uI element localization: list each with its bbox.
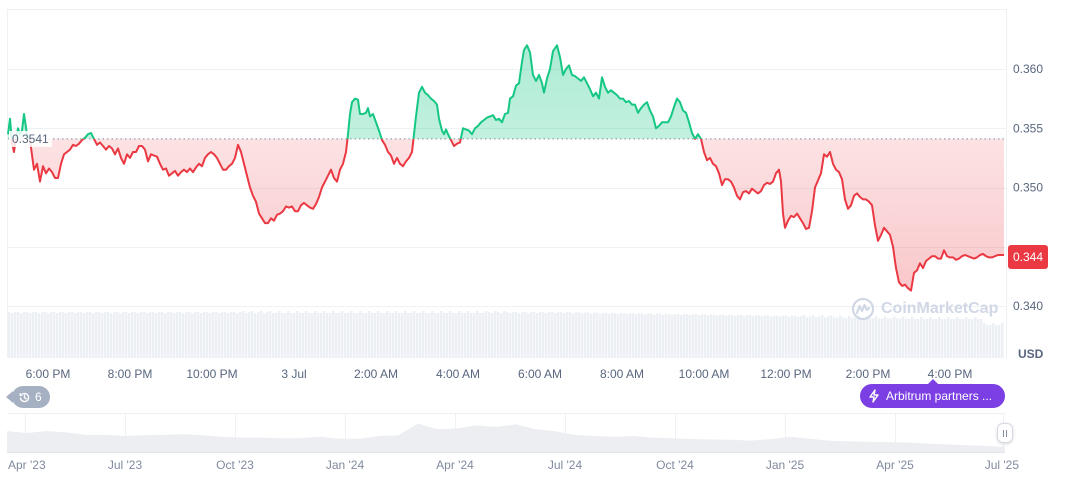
- x-tick-label: 4:00 PM: [928, 367, 973, 381]
- x-tick-label: 4:00 AM: [436, 367, 480, 381]
- history-clock-icon: [19, 392, 30, 402]
- navigator-tick-label: Apr '23: [8, 458, 46, 472]
- x-tick-label: 6:00 AM: [518, 367, 562, 381]
- coinmarketcap-watermark: CoinMarketCap: [851, 297, 998, 321]
- y-axis-labels: 0.360 0.355 0.350 0.340: [1013, 62, 1043, 313]
- price-line-down: [10, 138, 1004, 292]
- x-axis-labels: 6:00 PM 8:00 PM 10:00 PM 3 Jul 2:00 AM 4:00 A…: [26, 367, 973, 381]
- x-tick-label: 10:00 AM: [679, 367, 730, 381]
- coinmarketcap-logo-icon: [851, 297, 875, 321]
- watermark-text: CoinMarketCap: [881, 300, 999, 317]
- currency-unit-label: USD: [1018, 347, 1044, 361]
- x-tick-label: 6:00 PM: [26, 367, 71, 381]
- x-tick-label: 3 Jul: [281, 367, 306, 381]
- lightning-bolt-icon: [869, 389, 879, 403]
- navigator-tick-label: Jul '23: [108, 458, 143, 472]
- events-count: 6: [35, 390, 42, 404]
- y-tick-label: 0.350: [1013, 181, 1043, 195]
- navigator-tick-label: Oct '23: [216, 458, 254, 472]
- plot-frame: [7, 9, 1007, 358]
- news-pill-text: Arbitrum partners ...: [886, 389, 993, 403]
- y-tick-label: 0.340: [1013, 299, 1043, 313]
- current-price-badge: 0.344: [1008, 245, 1048, 269]
- x-tick-label: 12:00 PM: [760, 367, 811, 381]
- volume-bars: [8, 311, 1004, 358]
- navigator-range-handle[interactable]: [997, 423, 1013, 443]
- y-tick-label: 0.360: [1013, 62, 1043, 76]
- events-history-badge[interactable]: 6: [6, 386, 50, 408]
- navigator-tick-label: Apr '25: [876, 458, 914, 472]
- navigator-tick-label: Jan '25: [766, 458, 805, 472]
- x-tick-label: 2:00 AM: [354, 367, 398, 381]
- grip-line: [1003, 429, 1004, 437]
- navigator-tick-label: Oct '24: [656, 458, 694, 472]
- navigator-area: [7, 423, 1005, 452]
- baseline-price-label: 0.3541: [9, 131, 52, 147]
- x-tick-label: 8:00 AM: [600, 367, 644, 381]
- price-area-above-baseline: [8, 45, 702, 139]
- price-line-up: [7, 44, 703, 139]
- x-tick-label: 10:00 PM: [186, 367, 237, 381]
- price-area-below-baseline: [8, 138, 1004, 291]
- x-tick-label: 2:00 PM: [846, 367, 891, 381]
- navigator-x-labels: Apr '23 Jul '23 Oct '23 Jan '24 Apr '24 Jul '…: [8, 458, 1019, 472]
- navigator-tick-label: Jul '24: [548, 458, 583, 472]
- navigator-tick-label: Jan '24: [326, 458, 365, 472]
- x-tick-label: 8:00 PM: [108, 367, 153, 381]
- navigator[interactable]: Apr '23 Jul '23 Oct '23 Jan '24 Apr '24 Jul '…: [7, 413, 1019, 472]
- navigator-tick-label: Apr '24: [436, 458, 474, 472]
- y-tick-label: 0.355: [1013, 121, 1043, 135]
- navigator-tick-label: Jul '25: [985, 458, 1020, 472]
- grip-line: [1006, 429, 1007, 437]
- news-event-pill[interactable]: Arbitrum partners ...: [860, 379, 1005, 408]
